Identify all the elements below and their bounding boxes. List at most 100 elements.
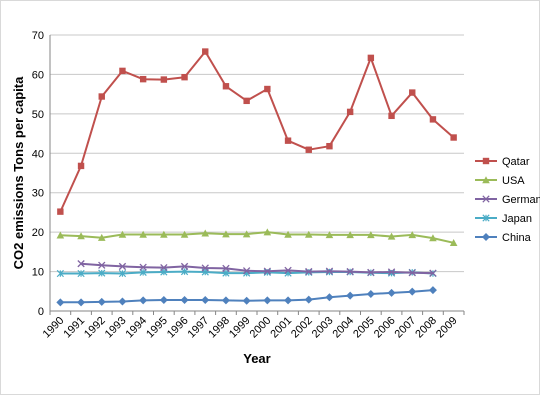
data-point	[387, 288, 396, 297]
data-point	[180, 230, 189, 238]
data-point	[325, 267, 334, 275]
data-point	[304, 230, 313, 238]
data-point	[201, 295, 210, 304]
y-tick-label: 0	[38, 306, 44, 318]
legend-label: USA	[502, 175, 525, 187]
data-point	[243, 97, 250, 105]
data-point	[264, 85, 271, 93]
data-point	[284, 230, 292, 238]
x-tick-label: 1993	[103, 315, 129, 341]
data-point	[325, 231, 334, 239]
y-axis-ticks: 0 10 20 30 40 50 60 70	[32, 30, 44, 318]
y-tick-label: 70	[32, 30, 44, 42]
data-point	[180, 262, 189, 271]
x-tick-label: 2008	[413, 315, 439, 341]
x-tick-label: 2004	[330, 315, 356, 341]
data-point	[222, 230, 230, 238]
data-point	[77, 269, 85, 278]
data-point	[482, 214, 490, 222]
series-group	[56, 48, 458, 307]
data-point	[367, 268, 375, 277]
data-point	[346, 267, 354, 276]
data-point	[387, 268, 396, 276]
data-point	[222, 83, 230, 90]
data-point	[201, 264, 209, 272]
legend-label: Germany	[502, 194, 540, 206]
y-tick-label: 30	[32, 188, 44, 200]
y-tick-label: 40	[32, 148, 44, 160]
series-line	[59, 50, 455, 213]
legend-label: Qatar	[502, 156, 530, 168]
data-point	[346, 108, 354, 116]
data-point	[242, 296, 251, 305]
data-point	[98, 269, 106, 277]
legend: Qatar USA Germany Japan China	[475, 156, 540, 244]
x-tick-label: 2007	[393, 315, 419, 341]
x-tick-label: 2006	[372, 315, 398, 341]
data-point	[77, 232, 85, 240]
data-point	[482, 233, 490, 241]
data-point	[56, 231, 65, 239]
x-tick-label: 1995	[144, 315, 170, 341]
data-point	[118, 262, 127, 271]
data-point	[98, 261, 106, 269]
data-point	[160, 263, 168, 272]
x-tick-label: 1999	[227, 315, 253, 341]
data-point	[429, 234, 437, 242]
data-point	[242, 230, 251, 238]
data-point	[202, 48, 209, 55]
series-line	[60, 231, 454, 244]
data-point	[429, 269, 437, 277]
series-line	[80, 262, 433, 275]
data-point	[408, 231, 417, 239]
chart-frame: 0 10 20 30 40 50 60 70 1990 1991 1992 1993 1994 1995…	[0, 0, 540, 395]
legend-label: China	[502, 232, 532, 244]
data-point	[482, 176, 490, 184]
x-tick-label: 2001	[268, 315, 294, 341]
data-point	[222, 264, 230, 273]
data-point	[284, 266, 292, 275]
data-point	[77, 298, 86, 307]
y-tick-label: 60	[32, 69, 44, 81]
legend-item-japan: Japan	[475, 213, 532, 225]
x-tick-label: 1996	[165, 315, 191, 341]
series-qatar	[57, 48, 457, 215]
data-point	[242, 267, 251, 275]
data-point	[56, 298, 65, 307]
data-point	[139, 75, 147, 83]
data-point	[139, 263, 147, 271]
data-point	[263, 228, 272, 236]
data-point	[367, 231, 375, 239]
x-tick-label: 1991	[61, 315, 87, 341]
x-tick-label: 2003	[310, 315, 336, 341]
x-tick-label: 2002	[289, 315, 315, 341]
data-point	[367, 54, 375, 62]
data-point	[118, 230, 127, 238]
series-china	[56, 286, 437, 307]
x-axis-ticks: 1990199119921993199419951996199719981999…	[41, 315, 460, 341]
data-point	[428, 286, 437, 295]
data-point	[77, 162, 85, 170]
y-tick-label: 20	[32, 227, 44, 239]
x-tick-label: 1997	[186, 315, 212, 341]
x-tick-label: 2005	[351, 315, 377, 341]
data-point	[346, 291, 355, 300]
data-point	[346, 231, 354, 239]
data-point	[97, 297, 106, 306]
data-point	[181, 73, 188, 81]
data-point	[159, 295, 168, 304]
data-point	[408, 287, 417, 296]
data-point	[77, 260, 85, 268]
series-usa	[56, 228, 458, 246]
data-point	[118, 269, 127, 278]
data-point	[325, 293, 334, 302]
data-point	[180, 295, 189, 304]
data-point	[388, 112, 395, 120]
data-point	[429, 116, 437, 123]
legend-item-china: China	[475, 232, 532, 244]
data-point	[450, 134, 457, 141]
data-point	[57, 208, 64, 215]
data-point	[118, 297, 127, 306]
data-point	[201, 229, 210, 237]
